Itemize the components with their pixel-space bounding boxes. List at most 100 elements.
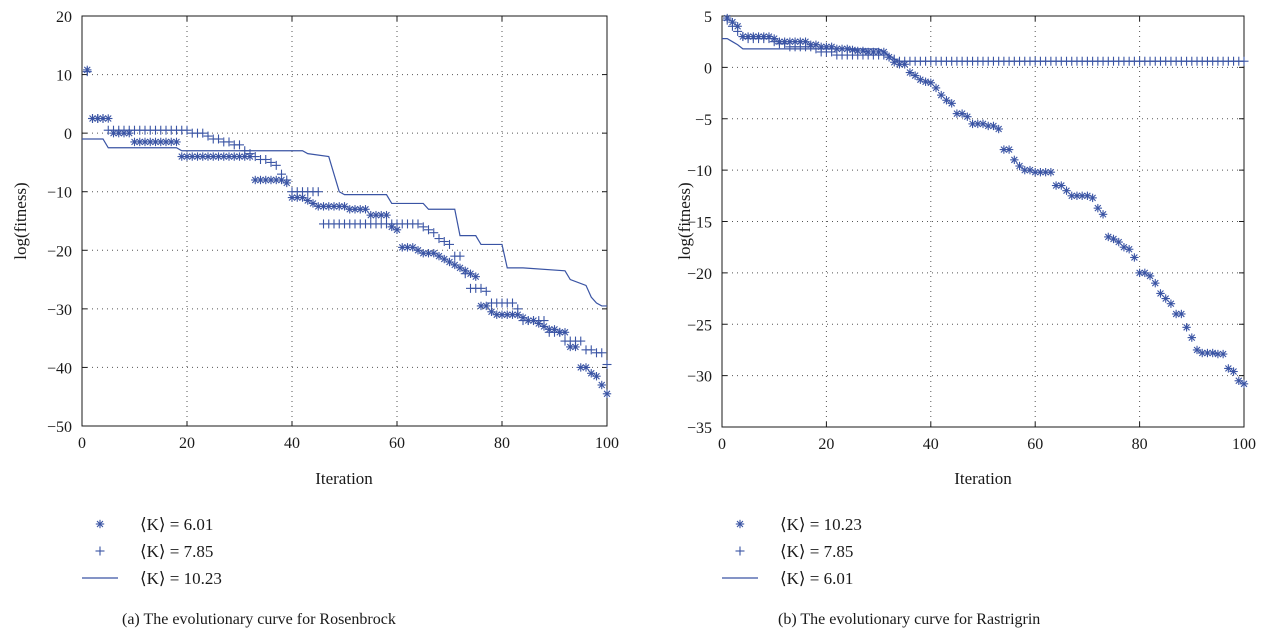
- data-point-asterisk: [188, 152, 197, 161]
- x-tick-label: 80: [1132, 436, 1148, 453]
- data-point-asterisk: [905, 68, 915, 77]
- data-point-plus: [282, 175, 292, 185]
- legend-label: ⟨K⟩ = 6.01: [780, 569, 853, 588]
- data-point-asterisk: [140, 137, 150, 147]
- data-point-plus: [434, 234, 444, 244]
- data-point-plus: [198, 128, 208, 138]
- plot-area-a: [81, 15, 608, 427]
- y-tick-label: −35: [687, 420, 712, 437]
- data-point-plus: [738, 32, 748, 42]
- data-point-asterisk: [1151, 278, 1160, 288]
- x-tick-label: 80: [494, 435, 510, 452]
- data-point-asterisk: [1218, 349, 1228, 359]
- x-tick-label: 0: [78, 435, 86, 452]
- data-point-plus: [806, 42, 816, 52]
- data-point-asterisk: [1130, 253, 1139, 262]
- y-tick-label: 0: [704, 60, 712, 77]
- series-group-b: [722, 13, 1249, 389]
- legend-marker-plus: [735, 546, 745, 556]
- data-point-plus: [602, 360, 612, 369]
- series-asterisk: [83, 65, 612, 398]
- data-point-asterisk: [989, 121, 998, 131]
- y-tick-label: −15: [687, 215, 712, 232]
- legend-item: ⟨K⟩ = 7.85: [95, 542, 213, 561]
- data-point-plus: [271, 160, 281, 170]
- legend-label: ⟨K⟩ = 7.85: [780, 542, 853, 561]
- y-tick-label: −30: [47, 302, 72, 319]
- data-point-plus: [727, 21, 737, 31]
- data-point-plus: [576, 336, 586, 346]
- data-point-asterisk: [910, 71, 920, 80]
- series-line: [82, 138, 607, 307]
- data-point-plus: [586, 345, 596, 355]
- y-tick-label: −20: [47, 243, 72, 260]
- data-point-asterisk: [1057, 181, 1066, 190]
- data-point-asterisk: [371, 210, 381, 220]
- data-point-asterisk: [366, 210, 375, 220]
- data-point-asterisk: [482, 301, 491, 311]
- legend-item: ⟨K⟩ = 6.01: [95, 515, 213, 534]
- data-point-asterisk: [581, 363, 591, 372]
- x-tick-label: 60: [389, 435, 405, 452]
- data-point-asterisk: [193, 152, 202, 161]
- data-point-asterisk: [1182, 323, 1191, 332]
- legend-label: ⟨K⟩ = 6.01: [140, 515, 213, 534]
- data-point-asterisk: [1114, 237, 1123, 247]
- data-point-plus: [418, 222, 428, 232]
- data-point-asterisk: [1166, 299, 1176, 308]
- data-point-plus: [780, 39, 790, 49]
- data-point-asterisk: [256, 175, 265, 185]
- data-point-asterisk: [266, 175, 276, 185]
- y-tick-label: −30: [687, 369, 712, 386]
- caption-a: (a) The evolutionary curve for Rosenbroc…: [122, 611, 396, 628]
- gridlines-b: [722, 16, 1244, 427]
- y-tick-label: 5: [704, 9, 712, 26]
- series-asterisk: [723, 13, 1249, 389]
- legend-item: ⟨K⟩ = 6.01: [722, 569, 853, 588]
- data-point-asterisk: [314, 202, 323, 211]
- data-point-asterisk: [963, 112, 972, 121]
- y-tick-label: −5: [695, 112, 712, 129]
- data-point-plus: [764, 34, 774, 44]
- data-point-plus: [82, 67, 92, 77]
- data-point-asterisk: [1229, 367, 1238, 376]
- data-point-plus: [214, 134, 223, 144]
- data-point-asterisk: [1088, 193, 1097, 203]
- x-tick-label: 40: [923, 436, 939, 453]
- data-point-asterisk: [926, 78, 935, 87]
- data-point-plus: [460, 269, 470, 279]
- legend-b: ⟨K⟩ = 10.23 ⟨K⟩ = 7.85 ⟨K⟩ = 6.01: [722, 515, 862, 588]
- data-point-plus: [508, 298, 517, 308]
- data-point-asterisk: [392, 225, 402, 234]
- data-point-plus: [539, 316, 549, 326]
- data-point-asterisk: [1124, 245, 1134, 254]
- legend-marker-asterisk: [95, 519, 105, 529]
- data-point-asterisk: [413, 246, 423, 255]
- data-point-asterisk: [235, 152, 244, 161]
- data-point-asterisk: [1036, 167, 1045, 177]
- y-tick-label: 10: [56, 68, 72, 85]
- series-line: [722, 38, 1244, 62]
- y-tick-label: −10: [47, 185, 72, 202]
- data-point-asterisk: [1187, 333, 1196, 342]
- data-point-plus: [476, 283, 486, 293]
- x-tick-label: 20: [179, 435, 195, 452]
- data-point-asterisk: [161, 137, 171, 147]
- data-point-asterisk: [937, 90, 946, 100]
- data-point-asterisk: [1051, 181, 1061, 190]
- y-tick-label: 0: [64, 126, 72, 143]
- data-point-asterisk: [408, 243, 417, 252]
- data-point-asterisk: [921, 77, 930, 86]
- y-axis-title-a: log(fitness): [11, 182, 30, 259]
- x-axis-title-b: Iteration: [954, 469, 1012, 488]
- data-point-asterisk: [219, 152, 228, 161]
- x-tick-label: 0: [718, 436, 726, 453]
- data-point-plus: [266, 157, 276, 167]
- data-point-asterisk: [1177, 309, 1186, 319]
- data-point-plus: [439, 237, 449, 246]
- series-plus: [82, 67, 612, 369]
- data-point-plus: [413, 219, 423, 229]
- series-line: [722, 38, 1244, 62]
